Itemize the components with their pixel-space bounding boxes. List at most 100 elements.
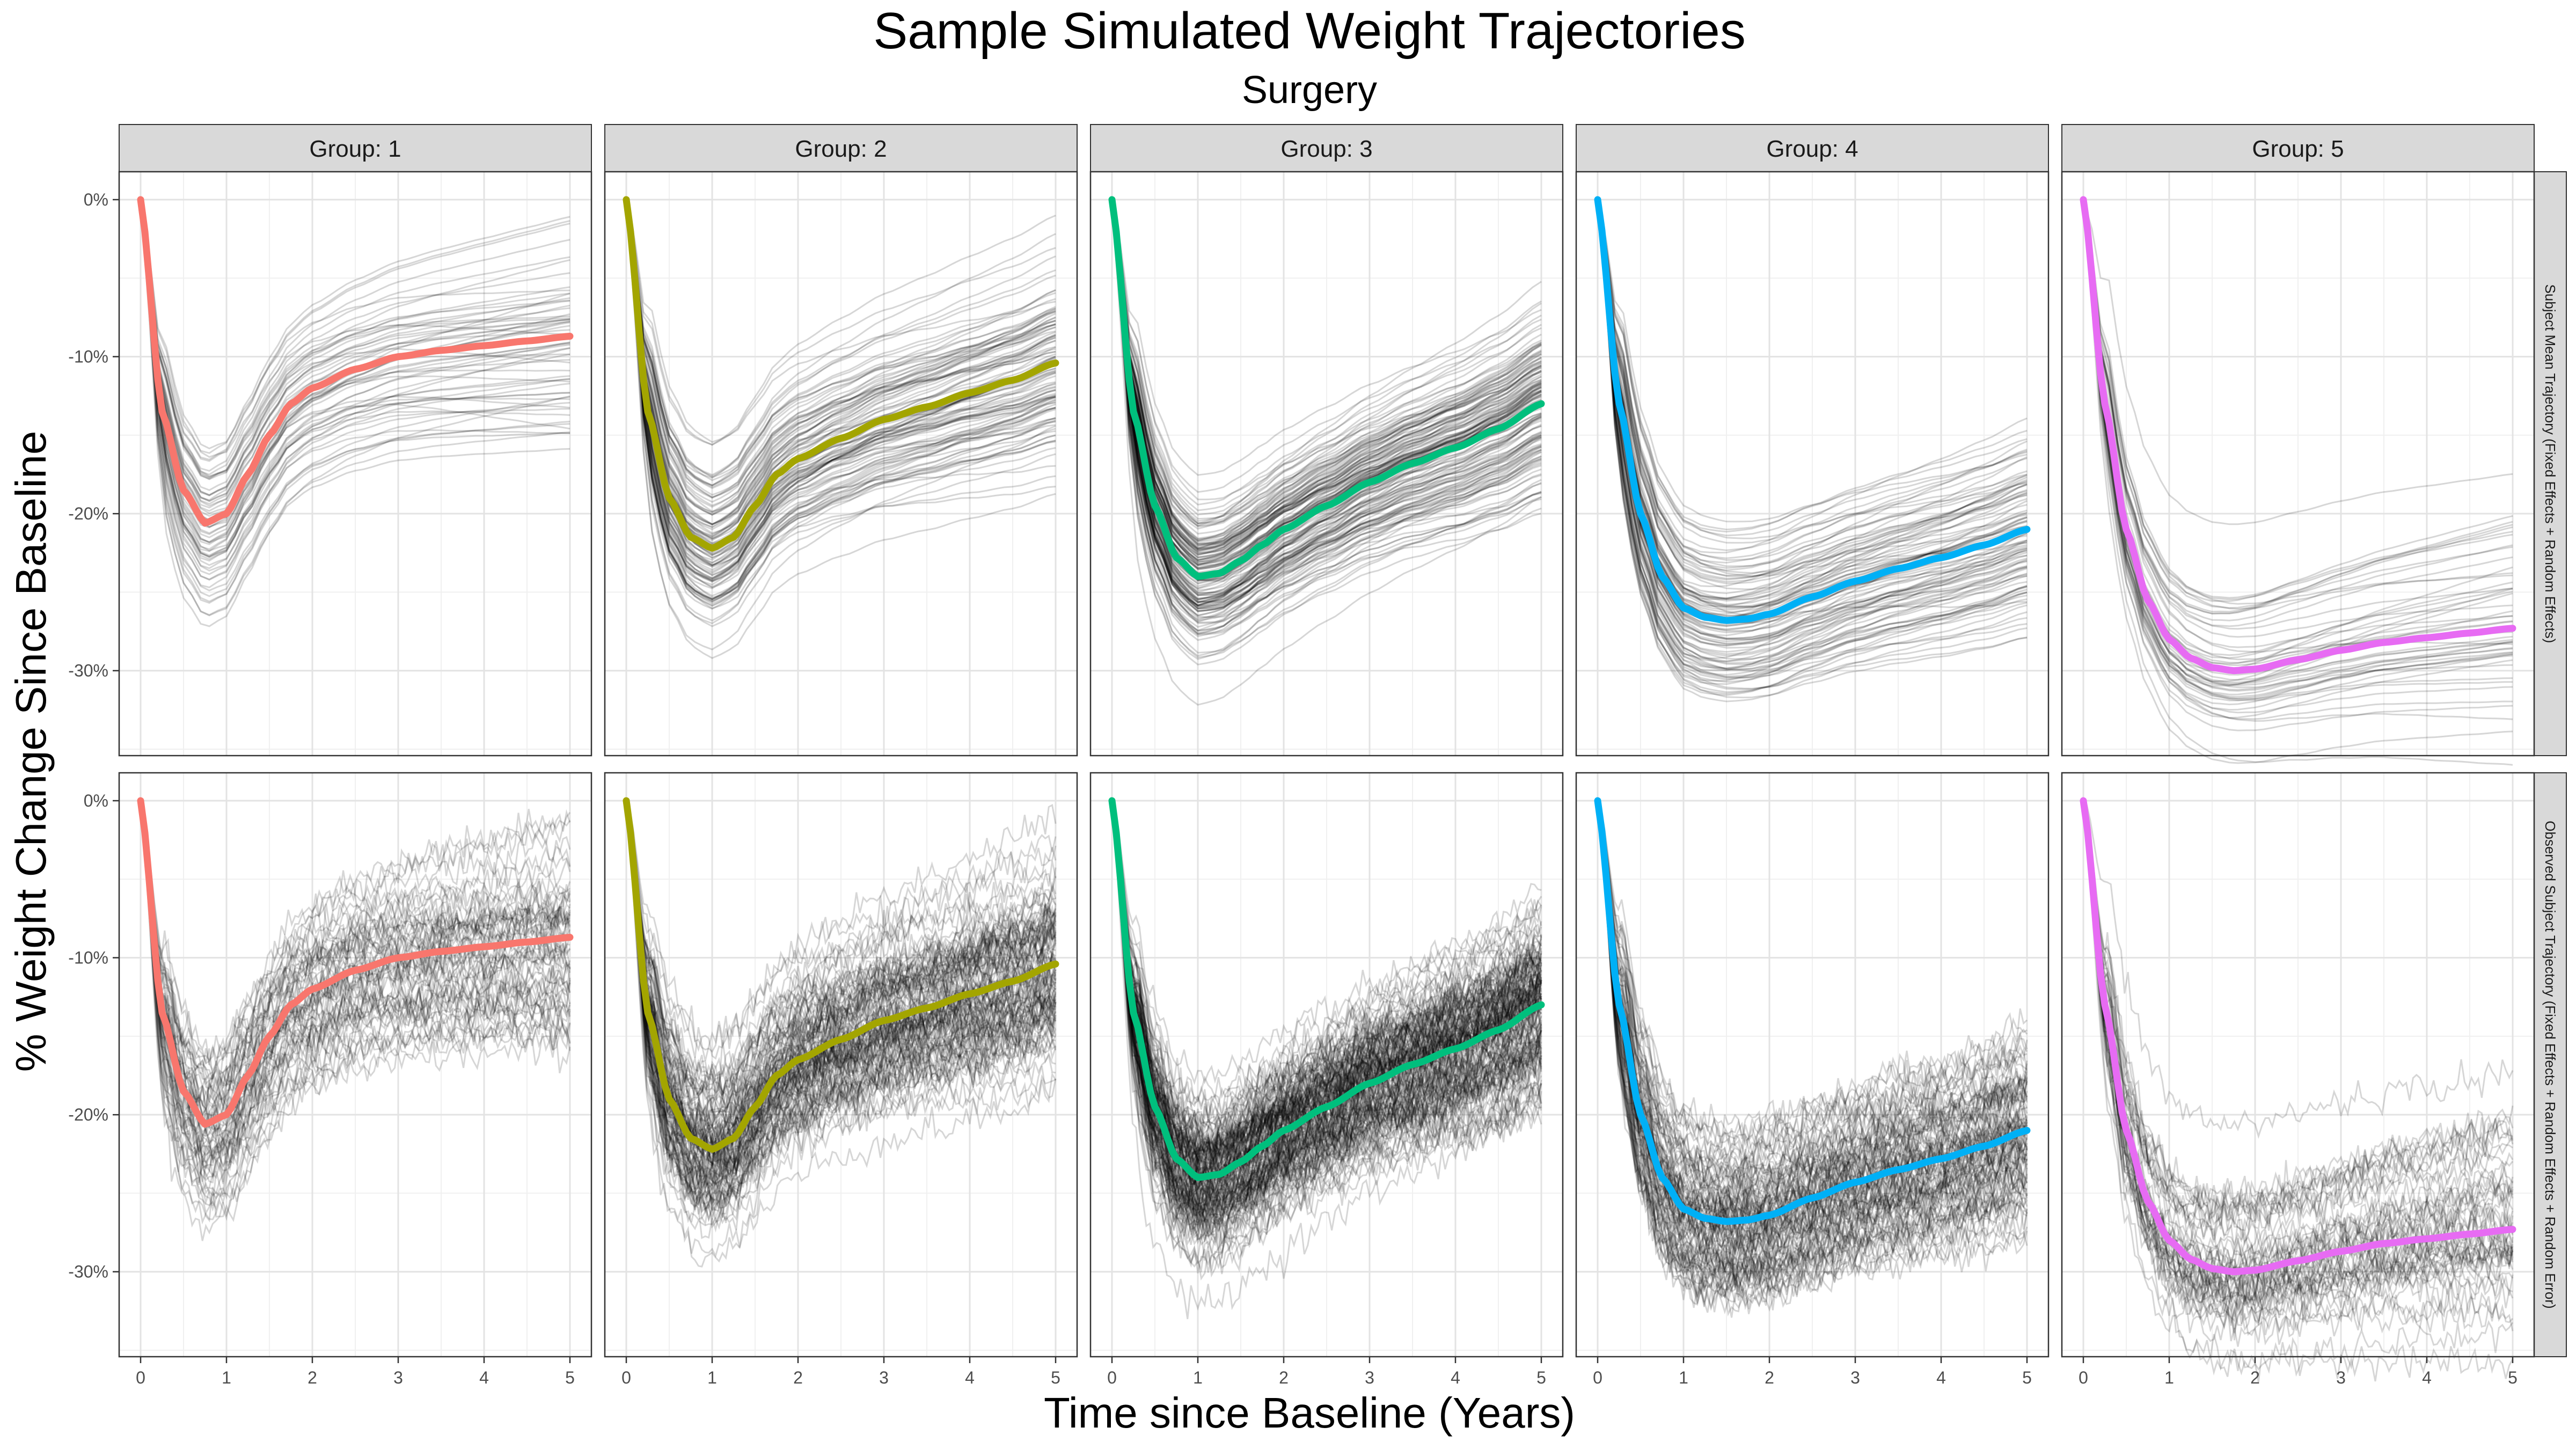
subject-line — [140, 199, 570, 491]
subject-line — [1111, 800, 1542, 1246]
y-tick-label: -20% — [68, 504, 108, 523]
subject-line — [1597, 800, 2028, 1311]
subject-line — [1597, 800, 2028, 1299]
subject-line — [625, 800, 1057, 1163]
subject-line — [1111, 800, 1542, 1156]
subject-line — [140, 199, 570, 505]
subject-line — [1111, 800, 1542, 1156]
subject-line — [1597, 199, 2028, 645]
subject-line — [1597, 199, 2028, 665]
subject-line — [625, 800, 1056, 1126]
subject-line — [1111, 800, 1542, 1218]
subject-line — [1597, 800, 2028, 1159]
mean-trajectory-line — [137, 196, 574, 527]
subject-line — [1111, 800, 1542, 1201]
subject-line — [625, 800, 1057, 1162]
subject-line — [1111, 199, 1542, 657]
subject-line — [2082, 199, 2513, 711]
subject-line — [140, 199, 570, 501]
subject-line — [2082, 800, 2513, 1315]
subject-line — [140, 199, 570, 502]
subject-line — [140, 800, 571, 1062]
subject-line — [1597, 800, 2028, 1262]
subject-line — [625, 199, 1056, 496]
subject-line — [625, 199, 1056, 489]
subject-line — [1597, 800, 2028, 1261]
subject-line — [2082, 199, 2513, 691]
subject-line — [2082, 199, 2513, 701]
subject-line — [625, 800, 1057, 1144]
subject-line — [625, 199, 1056, 601]
subject-line — [1597, 800, 2028, 1294]
subject-line — [1111, 800, 1542, 1155]
x-tick-label: 5 — [2508, 1368, 2518, 1387]
subject-line — [1597, 199, 2028, 559]
subject-line — [625, 800, 1057, 1138]
subject-line — [1111, 800, 1542, 1109]
subject-line — [625, 800, 1057, 1094]
subject-line — [625, 800, 1057, 1197]
subject-line — [625, 199, 1056, 479]
subject-line — [140, 199, 570, 558]
subject-line — [1597, 800, 2028, 1253]
subject-line — [1111, 199, 1542, 539]
subject-line — [1111, 199, 1542, 617]
subject-line — [1111, 199, 1542, 558]
subject-line — [1597, 800, 2028, 1156]
subject-line — [1111, 199, 1542, 552]
subject-line — [2082, 800, 2514, 1257]
subject-line — [1111, 800, 1542, 1165]
subject-line — [1111, 199, 1542, 520]
subject-line — [625, 800, 1057, 1130]
subject-line — [1597, 199, 2028, 606]
subject-line — [140, 800, 571, 1125]
subject-line — [625, 800, 1057, 1140]
subject-line — [140, 800, 571, 1087]
subject-line — [1111, 199, 1542, 524]
subject-line — [1597, 199, 2028, 669]
subject-line — [140, 199, 570, 479]
subject-line — [2082, 199, 2513, 731]
subject-line — [1111, 800, 1542, 1201]
subject-line — [140, 199, 570, 566]
subject-line — [1597, 800, 2028, 1197]
subject-line — [140, 199, 570, 461]
subject-line — [625, 199, 1056, 599]
subject-line — [2082, 800, 2514, 1315]
subject-line — [1111, 800, 1542, 1159]
x-tick-label: 4 — [479, 1368, 489, 1387]
subject-line — [1597, 800, 2028, 1269]
subject-line — [140, 199, 570, 512]
subject-line — [625, 800, 1057, 1189]
subject-line — [625, 199, 1056, 601]
subject-line — [2082, 199, 2513, 722]
subject-line — [2082, 199, 2513, 599]
subject-line — [1111, 800, 1542, 1217]
subject-line — [1111, 199, 1542, 589]
subject-line — [625, 800, 1057, 1157]
subject-line — [1597, 199, 2028, 676]
subject-line — [1597, 199, 2028, 664]
subject-line — [1111, 800, 1542, 1190]
row-strip-label: Observed Subject Trajectory (Fixed Effec… — [2542, 821, 2558, 1308]
column-strip-label: Group: 1 — [309, 136, 401, 162]
subject-line — [1111, 199, 1542, 506]
subject-line — [625, 199, 1056, 586]
subject-line — [2082, 199, 2513, 700]
subject-line — [140, 800, 571, 1205]
subject-line — [1111, 800, 1542, 1165]
x-axis-title: Time since Baseline (Years) — [1044, 1389, 1575, 1437]
subject-line — [1111, 800, 1542, 1213]
subject-line — [1597, 199, 2028, 678]
subject-line — [625, 199, 1056, 576]
subject-line — [625, 800, 1057, 1099]
subject-line — [140, 199, 570, 496]
subject-line — [1597, 199, 2028, 695]
subject-line — [1111, 800, 1542, 1167]
subject-line — [1597, 199, 2028, 640]
subject-line — [1597, 800, 2028, 1239]
subject-line — [1111, 199, 1542, 612]
subject-line — [1597, 800, 2028, 1283]
x-tick-label: 2 — [1279, 1368, 1289, 1387]
subject-line — [1111, 199, 1542, 493]
